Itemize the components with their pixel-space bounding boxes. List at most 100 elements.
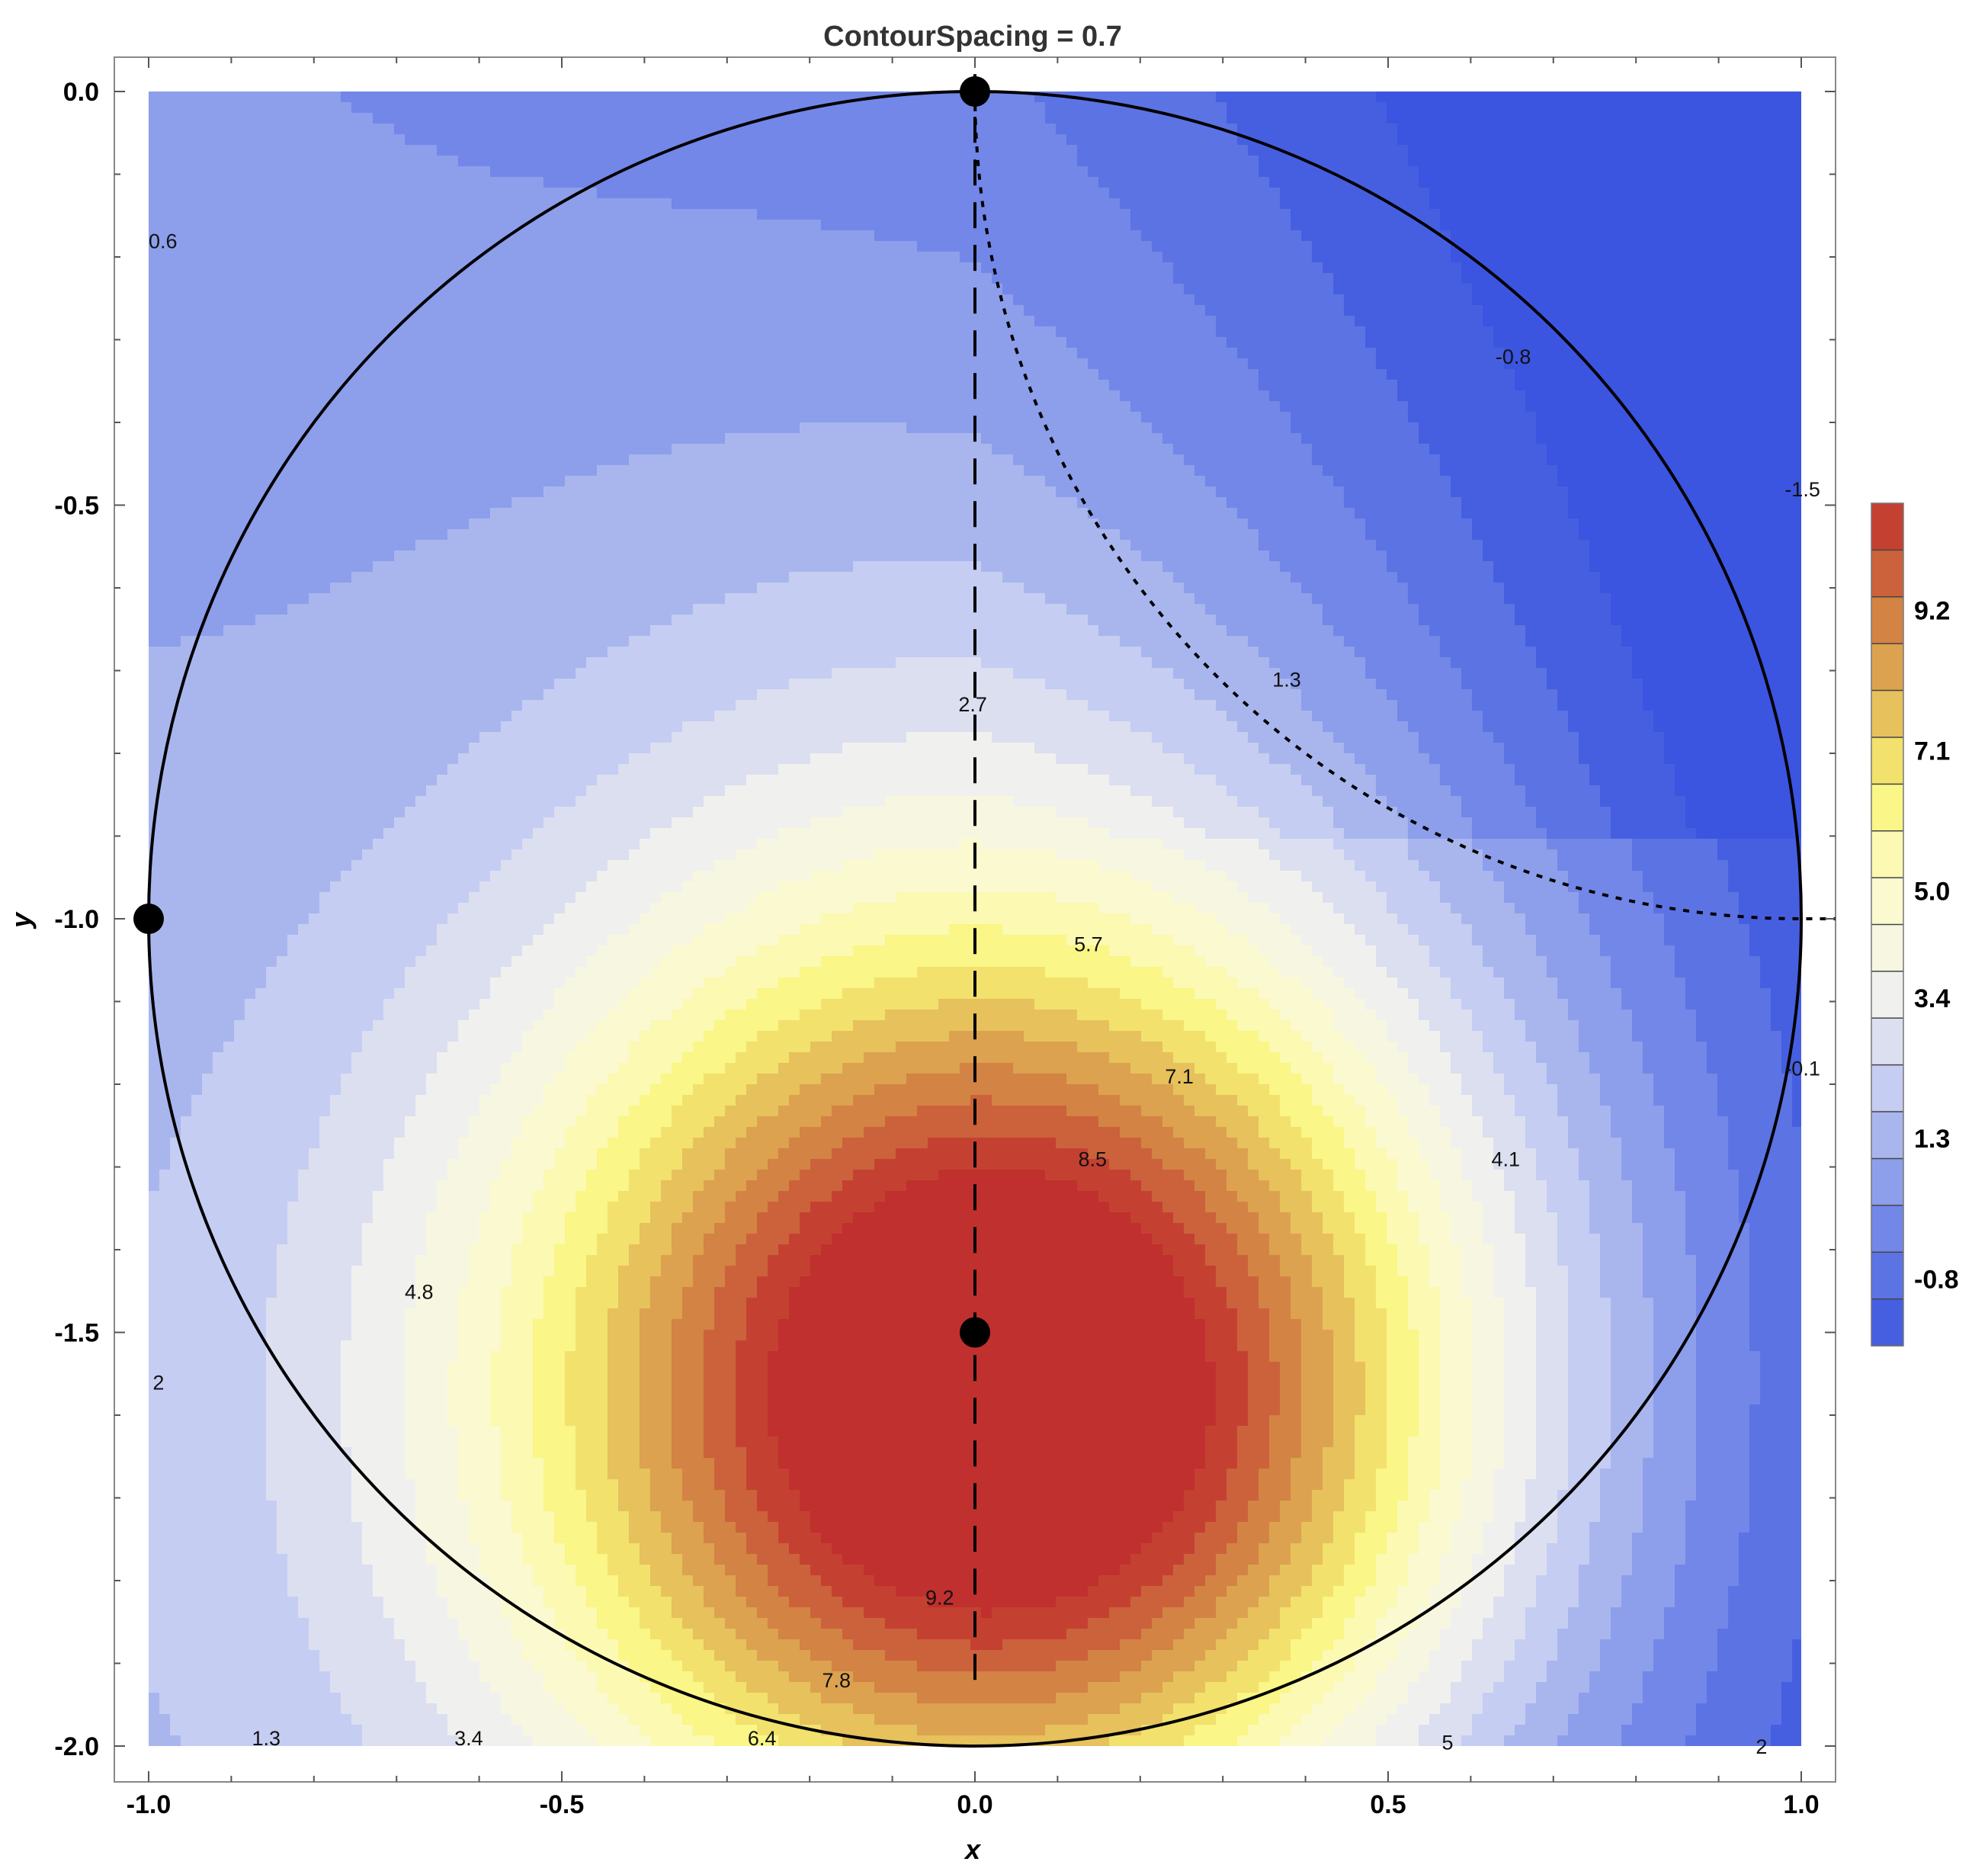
heatmap-cell xyxy=(917,177,928,188)
heatmap-cell xyxy=(181,156,192,167)
heatmap-cell xyxy=(1237,145,1249,156)
heatmap-cell xyxy=(522,91,534,103)
heatmap-cell xyxy=(501,198,512,210)
heatmap-cell xyxy=(608,188,619,199)
heatmap-cell xyxy=(1216,177,1227,188)
heatmap-cell xyxy=(1312,188,1323,199)
heatmap-cell xyxy=(1429,188,1441,199)
heatmap-cell xyxy=(1707,177,1718,188)
heatmap-cell xyxy=(1739,209,1750,220)
heatmap-cell xyxy=(1408,156,1419,167)
heatmap-cell xyxy=(682,177,694,188)
heatmap-cell xyxy=(1451,145,1462,156)
heatmap-cell xyxy=(159,156,171,167)
heatmap-cell xyxy=(1493,91,1505,103)
heatmap-cell xyxy=(1408,188,1419,199)
heatmap-cell xyxy=(533,145,544,156)
heatmap-cell xyxy=(832,166,843,178)
heatmap-cell xyxy=(1429,113,1441,124)
heatmap-cell xyxy=(1611,91,1622,103)
heatmap-cell xyxy=(842,134,854,146)
heatmap-cell xyxy=(1771,156,1782,167)
heatmap-cell xyxy=(1344,209,1355,220)
heatmap-cell xyxy=(874,177,886,188)
heatmap-cell xyxy=(522,156,534,167)
heatmap-cell xyxy=(928,124,939,135)
heatmap-cell xyxy=(992,156,1003,167)
heatmap-cell xyxy=(266,209,277,220)
heatmap-cell xyxy=(832,145,843,156)
heatmap-cell xyxy=(672,134,683,146)
heatmap-cell xyxy=(351,156,363,167)
heatmap-cell xyxy=(1237,177,1249,188)
heatmap-cell xyxy=(298,145,309,156)
heatmap-cell xyxy=(202,188,213,199)
heatmap-cell xyxy=(1088,102,1099,114)
heatmap-cell xyxy=(149,188,160,199)
heatmap-cell xyxy=(1419,124,1430,135)
heatmap-cell xyxy=(1579,134,1590,146)
heatmap-cell xyxy=(181,220,192,231)
heatmap-cell xyxy=(1472,156,1483,167)
heatmap-cell xyxy=(1440,134,1451,146)
heatmap-cell xyxy=(1696,166,1707,178)
heatmap-cell xyxy=(1152,91,1163,103)
heatmap-cell xyxy=(1461,198,1473,210)
heatmap-cell xyxy=(191,209,203,220)
heatmap-cell xyxy=(1120,113,1131,124)
heatmap-cell xyxy=(885,113,896,124)
heatmap-cell xyxy=(693,156,704,167)
heatmap-cell xyxy=(1451,188,1462,199)
heatmap-cell xyxy=(864,177,875,188)
heatmap-cell xyxy=(1568,209,1579,220)
heatmap-cell xyxy=(1408,113,1419,124)
heatmap-cell xyxy=(1365,209,1377,220)
heatmap-cell xyxy=(1653,209,1665,220)
heatmap-cell xyxy=(223,91,235,103)
heatmap-cell xyxy=(223,177,235,188)
heatmap-cell xyxy=(1685,134,1697,146)
heatmap-cell xyxy=(277,134,288,146)
heatmap-cell xyxy=(341,113,352,124)
heatmap-cell xyxy=(618,113,630,124)
heatmap-cell xyxy=(960,166,971,178)
heatmap-cell xyxy=(1440,188,1451,199)
heatmap-cell xyxy=(1323,209,1334,220)
heatmap-cell xyxy=(1557,134,1569,146)
heatmap-cell xyxy=(938,124,950,135)
heatmap-cell xyxy=(1397,145,1409,156)
heatmap-cell xyxy=(1600,113,1611,124)
heatmap-cell xyxy=(1429,124,1441,135)
heatmap-cell xyxy=(223,102,235,114)
heatmap-cell xyxy=(287,91,299,103)
heatmap-cell xyxy=(1675,145,1686,156)
heatmap-cell xyxy=(394,166,406,178)
heatmap-cell xyxy=(362,198,374,210)
heatmap-cell xyxy=(1493,113,1505,124)
heatmap-cell xyxy=(1771,134,1782,146)
heatmap-cell xyxy=(1621,166,1633,178)
heatmap-cell xyxy=(1291,91,1302,103)
heatmap-cell xyxy=(960,188,971,199)
heatmap-cell xyxy=(1664,113,1675,124)
heatmap-cell xyxy=(458,145,470,156)
heatmap-cell xyxy=(565,113,576,124)
heatmap-cell xyxy=(778,188,790,199)
heatmap-cell xyxy=(746,166,758,178)
heatmap-cell xyxy=(1451,166,1462,178)
heatmap-cell xyxy=(1675,209,1686,220)
heatmap-cell xyxy=(992,134,1003,146)
heatmap-cell xyxy=(1194,198,1206,210)
heatmap-cell xyxy=(1120,166,1131,178)
heatmap-cell xyxy=(309,113,320,124)
heatmap-cell xyxy=(1547,209,1558,220)
heatmap-cell xyxy=(437,124,448,135)
heatmap-cell xyxy=(341,188,352,199)
heatmap-cell xyxy=(1419,209,1430,220)
heatmap-cell xyxy=(1493,102,1505,114)
heatmap-cell xyxy=(810,188,822,199)
heatmap-cell xyxy=(661,198,672,210)
heatmap-cell xyxy=(1173,91,1185,103)
heatmap-cell xyxy=(330,113,341,124)
heatmap-cell xyxy=(458,134,470,146)
